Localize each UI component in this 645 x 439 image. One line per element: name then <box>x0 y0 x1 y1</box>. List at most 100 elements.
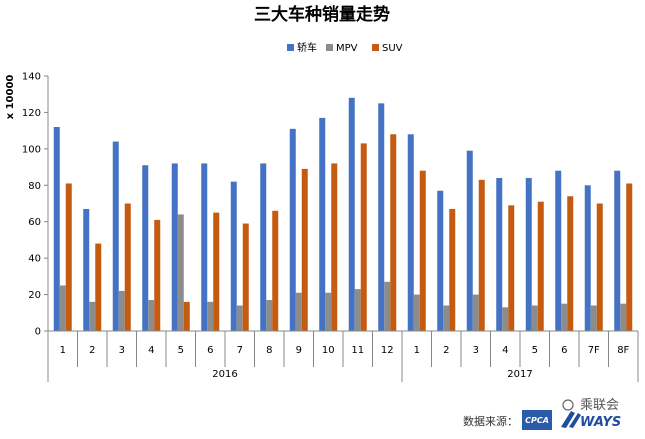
bar <box>525 178 532 331</box>
legend: 轿车 MPV SUV <box>287 41 403 54</box>
y-axis-label: x 10000 <box>5 75 16 120</box>
bar <box>466 150 473 331</box>
bar <box>413 294 420 331</box>
bar <box>584 185 591 331</box>
x-tick-label: 6 <box>561 345 567 356</box>
group-label: 2017 <box>507 369 532 380</box>
bar <box>354 289 361 331</box>
y-tick-label: 140 <box>22 72 41 83</box>
bar <box>242 223 249 331</box>
x-tick-label: 1 <box>414 345 420 356</box>
bar <box>590 305 597 331</box>
bar <box>112 141 119 331</box>
legend-label: 轿车 <box>297 41 317 54</box>
bar <box>443 305 450 331</box>
y-tick-label: 60 <box>28 217 41 228</box>
bar <box>537 201 544 331</box>
x-tick-label: 4 <box>148 345 154 356</box>
x-tick-label: 7 <box>237 345 243 356</box>
legend-label: SUV <box>382 43 403 54</box>
bar <box>620 303 627 331</box>
bar <box>508 205 515 331</box>
x-tick-label: 2 <box>443 345 449 356</box>
y-tick-label: 0 <box>35 327 41 338</box>
brand-text: 乘联会 <box>580 398 619 413</box>
x-tick-label: 2 <box>89 345 95 356</box>
bar <box>502 307 509 331</box>
chart-title: 三大车种销量走势 <box>254 4 390 25</box>
cpca-logo <box>522 410 552 430</box>
bar <box>472 294 479 331</box>
x-tick-label: 5 <box>178 345 184 356</box>
bar <box>626 183 633 331</box>
x-tick-label: 8F <box>617 345 629 356</box>
bar <box>378 103 385 331</box>
bar <box>171 163 178 331</box>
bar <box>407 134 414 331</box>
bar <box>272 210 279 331</box>
x-tick-label: 3 <box>473 345 479 356</box>
x-tick-label: 12 <box>381 345 394 356</box>
bar <box>154 219 161 331</box>
bar <box>266 300 273 331</box>
bar <box>301 168 308 331</box>
bar <box>614 170 621 331</box>
y-tick-label: 40 <box>28 254 41 265</box>
watermark: 数据来源： CPCA WAYS 乘联会 <box>463 398 621 430</box>
bar <box>148 300 155 331</box>
source-label: 数据来源： <box>463 414 518 428</box>
x-tick-label: 8 <box>266 345 272 356</box>
bar <box>496 178 503 331</box>
bar <box>478 179 485 331</box>
bar <box>555 170 562 331</box>
bar <box>437 190 444 331</box>
y-axis: 0 20 40 60 80 100 120 140 <box>22 72 49 338</box>
bar <box>596 203 603 331</box>
group-label: 2016 <box>212 369 237 380</box>
bar <box>118 290 125 331</box>
bar <box>83 208 90 331</box>
bar <box>384 281 391 331</box>
y-tick-label: 20 <box>28 290 41 301</box>
x-tick-label: 9 <box>296 345 302 356</box>
bar <box>449 208 456 331</box>
bars <box>53 97 633 332</box>
brand-icon <box>562 399 574 411</box>
bar <box>289 128 296 331</box>
x-tick-label: 3 <box>119 345 125 356</box>
ways-logo-text: WAYS <box>580 415 621 430</box>
bar <box>236 305 243 331</box>
x-tick-label: 7F <box>588 345 600 356</box>
x-tick-label: 1 <box>60 345 66 356</box>
bar <box>390 134 397 331</box>
y-tick-label: 120 <box>22 108 41 119</box>
bar <box>295 292 302 331</box>
cpca-logo-text: CPCA <box>525 416 549 425</box>
bar <box>331 163 338 331</box>
legend-label: MPV <box>336 43 358 54</box>
bar <box>59 285 66 331</box>
bar <box>531 305 538 331</box>
legend-swatch <box>372 44 379 51</box>
bar <box>348 97 355 331</box>
x-tick-label: 6 <box>207 345 213 356</box>
legend-swatch <box>326 44 333 51</box>
x-tick-label: 5 <box>532 345 538 356</box>
bar <box>177 214 184 331</box>
bar <box>230 181 237 331</box>
bar <box>260 163 267 331</box>
bar <box>201 163 208 331</box>
bar <box>142 165 149 331</box>
bar <box>419 170 426 331</box>
x-tick-label: 4 <box>502 345 508 356</box>
bar <box>319 117 326 332</box>
bar <box>65 183 72 331</box>
bar <box>95 243 102 331</box>
y-tick-label: 100 <box>22 144 41 155</box>
legend-swatch <box>287 44 294 51</box>
bar <box>207 301 214 331</box>
x-tick-label: 11 <box>351 345 364 356</box>
x-tick-label: 10 <box>322 345 335 356</box>
